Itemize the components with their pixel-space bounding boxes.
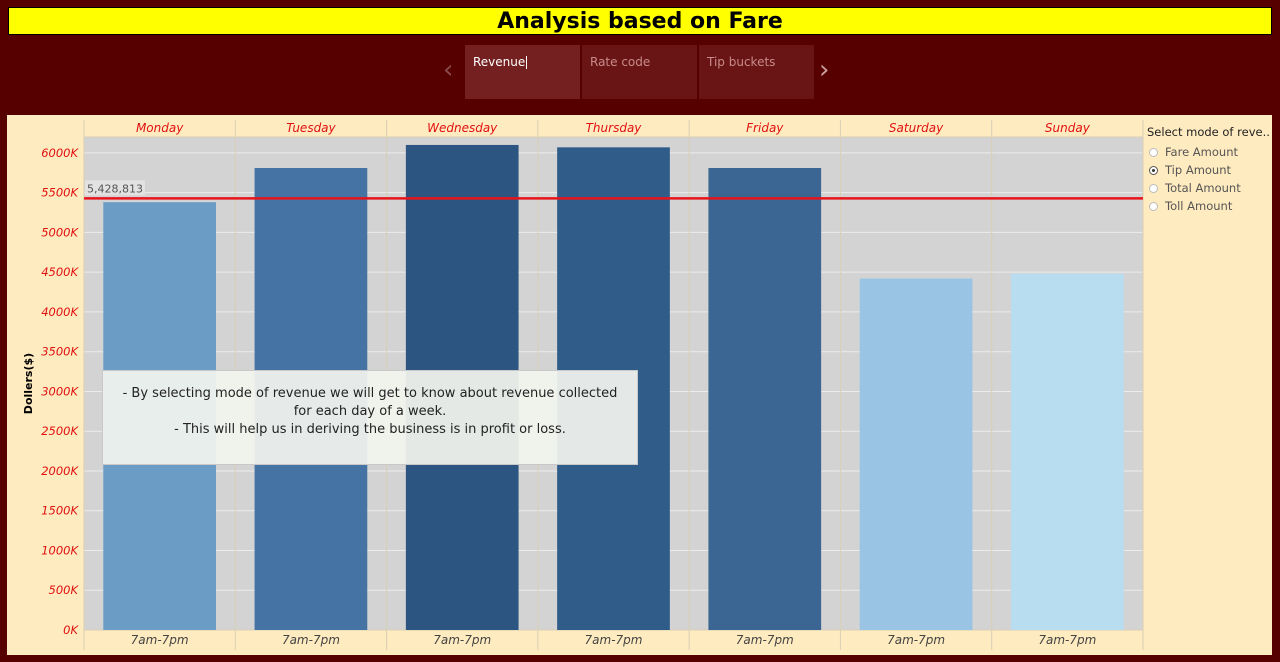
filter-option-label: Fare Amount bbox=[1165, 145, 1239, 159]
x-category-label: Sunday bbox=[1045, 121, 1091, 135]
x-category-label: Friday bbox=[746, 121, 784, 135]
x-subcategory-label: 7am-7pm bbox=[282, 633, 340, 647]
reference-label-bg bbox=[85, 180, 145, 196]
bar-saturday bbox=[859, 278, 973, 630]
x-category-label: Monday bbox=[136, 121, 184, 135]
y-tick-label: 500K bbox=[49, 583, 80, 597]
y-tick-label: 2000K bbox=[41, 464, 79, 478]
filter-title: Select mode of reve.. bbox=[1147, 125, 1270, 139]
y-tick-label: 1000K bbox=[41, 543, 79, 557]
y-tick-label: 3500K bbox=[41, 345, 79, 359]
y-tick-label: 5000K bbox=[41, 225, 79, 239]
chevron-left-icon[interactable]: ‹ bbox=[443, 55, 454, 85]
y-tick-label: 0K bbox=[63, 623, 79, 637]
x-category-label: Saturday bbox=[889, 121, 944, 135]
radio-icon[interactable] bbox=[1149, 183, 1158, 193]
filter-option-tip-amount[interactable]: Tip Amount bbox=[1147, 161, 1272, 179]
x-subcategory-label: 7am-7pm bbox=[585, 633, 643, 647]
filter-option-fare-amount[interactable]: Fare Amount bbox=[1147, 143, 1272, 161]
y-tick-label: 5500K bbox=[41, 186, 79, 200]
x-subcategory-label: 7am-7pm bbox=[736, 633, 794, 647]
filter-option-label: Total Amount bbox=[1165, 181, 1241, 195]
revenue-mode-filter: Select mode of reve.. Fare Amount Tip Am… bbox=[1147, 125, 1272, 215]
x-subcategory-label: 7am-7pm bbox=[131, 633, 189, 647]
x-subcategory-label: 7am-7pm bbox=[1038, 633, 1096, 647]
x-subcategory-label: 7am-7pm bbox=[887, 633, 945, 647]
y-tick-label: 1500K bbox=[41, 504, 79, 518]
story-tab-revenue[interactable]: Revenue bbox=[465, 45, 580, 99]
reference-line-label: 5,428,813 bbox=[87, 182, 143, 195]
y-tick-label: 4500K bbox=[41, 265, 79, 279]
dashboard-panel: 0K 500K 1000K 1500K 2000K 2500K 3000K 3500K 4000… bbox=[7, 115, 1272, 655]
annotation-box: - By selecting mode of revenue we will g… bbox=[102, 370, 638, 465]
bar-sunday bbox=[1011, 273, 1124, 630]
x-category-label: Wednesday bbox=[427, 121, 498, 135]
filter-option-total-amount[interactable]: Total Amount bbox=[1147, 179, 1272, 197]
filter-option-toll-amount[interactable]: Toll Amount bbox=[1147, 197, 1272, 215]
radio-checked-icon[interactable] bbox=[1149, 165, 1158, 175]
y-tick-label: 4000K bbox=[41, 305, 79, 319]
chevron-right-icon[interactable]: › bbox=[819, 55, 830, 85]
radio-icon[interactable] bbox=[1149, 201, 1158, 211]
x-category-label: Tuesday bbox=[286, 121, 336, 135]
y-tick-label: 2500K bbox=[41, 424, 79, 438]
story-tab-rate-code[interactable]: Rate code bbox=[582, 45, 697, 99]
story-navigator: Revenue Rate code Tip buckets bbox=[465, 45, 814, 99]
radio-icon[interactable] bbox=[1149, 147, 1158, 157]
annotation-line-2: - This will help us in deriving the busi… bbox=[174, 422, 566, 437]
x-subcategory-label: 7am-7pm bbox=[433, 633, 491, 647]
y-tick-label: 3000K bbox=[41, 384, 79, 398]
y-tick-label: 6000K bbox=[41, 146, 79, 160]
bar-friday bbox=[708, 168, 822, 630]
annotation-line-1: - By selecting mode of revenue we will g… bbox=[122, 386, 618, 419]
y-axis-title: Dollers($) bbox=[22, 353, 35, 414]
filter-option-label: Tip Amount bbox=[1165, 163, 1232, 177]
filter-option-label: Toll Amount bbox=[1165, 199, 1233, 213]
dashboard-title: Analysis based on Fare bbox=[8, 7, 1272, 35]
story-tab-tip-buckets[interactable]: Tip buckets bbox=[699, 45, 814, 99]
x-category-label: Thursday bbox=[586, 121, 643, 135]
